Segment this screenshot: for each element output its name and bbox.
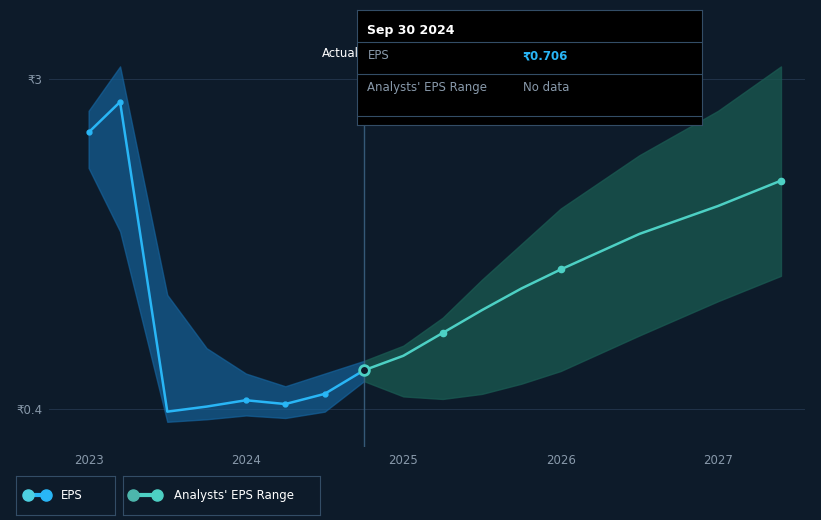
Text: EPS: EPS	[368, 49, 389, 62]
Text: No data: No data	[523, 81, 569, 94]
Text: EPS: EPS	[61, 489, 82, 502]
Text: Actual: Actual	[323, 47, 360, 60]
Text: Analysts' EPS Range: Analysts' EPS Range	[368, 81, 488, 94]
Text: Analysts Forecasts: Analysts Forecasts	[372, 47, 482, 60]
Text: Analysts' EPS Range: Analysts' EPS Range	[174, 489, 295, 502]
Text: Sep 30 2024: Sep 30 2024	[368, 24, 455, 37]
Text: ₹0.706: ₹0.706	[523, 49, 568, 62]
